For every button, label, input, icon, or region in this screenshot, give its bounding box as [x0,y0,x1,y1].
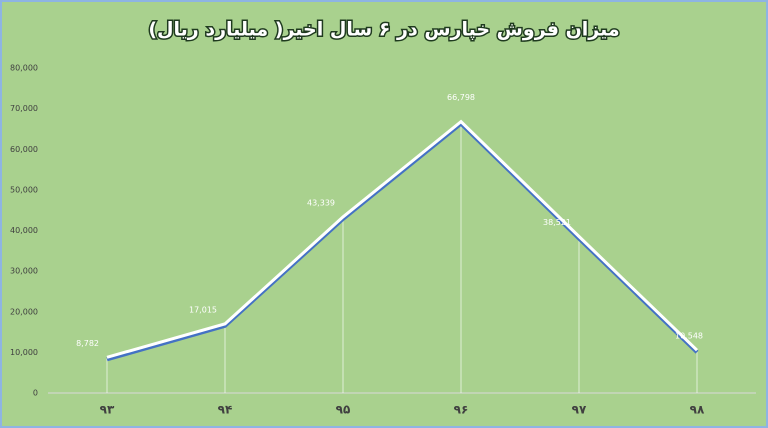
x-tick-label: ۹۶ [454,403,469,417]
x-tick-label: ۹۸ [690,403,705,417]
value-label: 8,782 [76,339,99,348]
x-tick-label: ۹۷ [572,403,587,417]
y-tick-label: 20,000 [10,307,38,316]
x-tick-label: ۹۵ [336,403,351,417]
y-tick-label: 50,000 [10,185,38,194]
y-tick-label: 80,000 [10,64,38,73]
y-tick-label: 10,000 [10,348,38,357]
chart-title: میزان فروش خپارس در ۶ سال اخیر( میلیارد … [148,19,619,41]
y-tick-label: 60,000 [10,145,38,154]
x-tick-label: ۹۳ [100,403,115,417]
line [106,119,699,359]
y-tick-label: 30,000 [10,267,38,276]
y-tick-label: 0 [33,389,38,398]
x-tick-label: ۹۴ [218,403,233,417]
value-label: 43,339 [307,198,335,207]
value-label: 17,015 [189,305,217,314]
y-tick-label: 70,000 [10,104,38,113]
value-label: 66,798 [447,93,475,102]
value-label: 38,521 [543,218,571,227]
value-label: 10,548 [675,332,703,341]
y-tick-label: 40,000 [10,226,38,235]
